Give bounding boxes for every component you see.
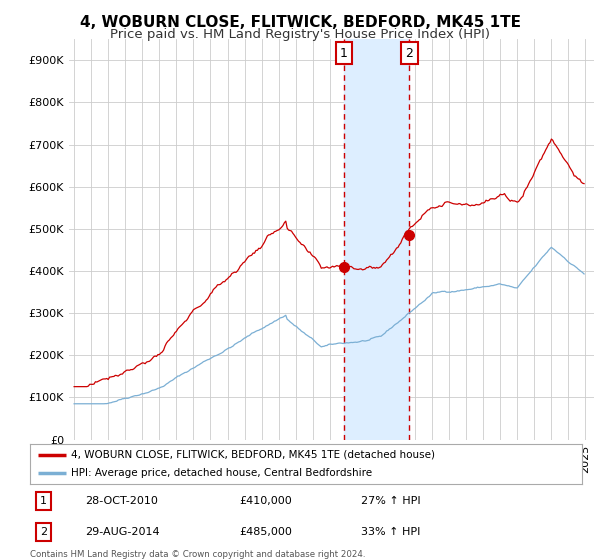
Text: 2: 2 (40, 527, 47, 537)
Text: 4, WOBURN CLOSE, FLITWICK, BEDFORD, MK45 1TE (detached house): 4, WOBURN CLOSE, FLITWICK, BEDFORD, MK45… (71, 450, 436, 460)
Text: HPI: Average price, detached house, Central Bedfordshire: HPI: Average price, detached house, Cent… (71, 468, 373, 478)
Text: 29-AUG-2014: 29-AUG-2014 (85, 527, 160, 537)
Text: 1: 1 (340, 46, 348, 60)
Text: 2: 2 (406, 46, 413, 60)
Bar (344, 39, 409, 440)
Text: 27% ↑ HPI: 27% ↑ HPI (361, 496, 421, 506)
Text: Price paid vs. HM Land Registry's House Price Index (HPI): Price paid vs. HM Land Registry's House … (110, 28, 490, 41)
Text: 33% ↑ HPI: 33% ↑ HPI (361, 527, 421, 537)
Text: Contains HM Land Registry data © Crown copyright and database right 2024.
This d: Contains HM Land Registry data © Crown c… (30, 550, 365, 560)
Text: £485,000: £485,000 (240, 527, 293, 537)
Text: £410,000: £410,000 (240, 496, 293, 506)
Text: 4, WOBURN CLOSE, FLITWICK, BEDFORD, MK45 1TE: 4, WOBURN CLOSE, FLITWICK, BEDFORD, MK45… (79, 15, 521, 30)
Text: 28-OCT-2010: 28-OCT-2010 (85, 496, 158, 506)
Text: 1: 1 (40, 496, 47, 506)
